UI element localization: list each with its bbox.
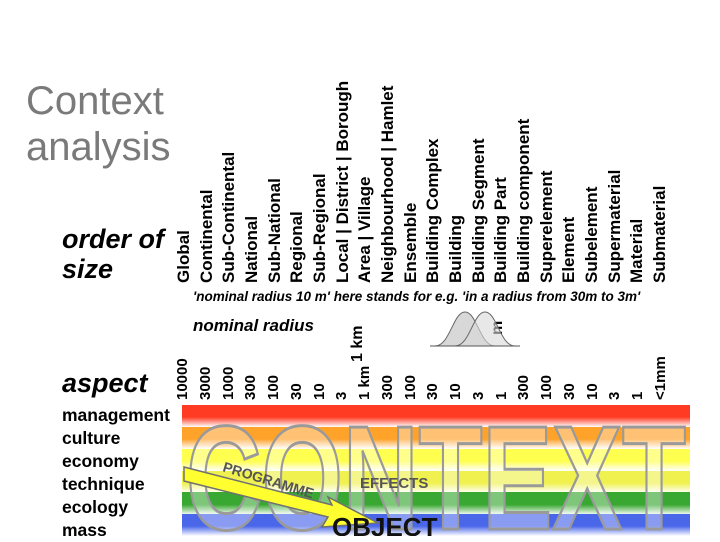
radius-value: 10	[447, 383, 465, 400]
scale-label: Local | District | Borough	[332, 80, 352, 283]
aspect-bands: CONTEXT PROGRAMME EFFECTS OBJECT	[182, 405, 690, 536]
scale-label: Neighbourhood | Hamlet	[378, 85, 397, 283]
aspect-band	[182, 448, 690, 471]
distribution-curves	[430, 311, 520, 347]
radius-value: 3000	[196, 366, 214, 400]
order-of-size-heading: order of size	[62, 224, 164, 284]
title-line-1: Context	[26, 79, 164, 123]
scale-label: Area | Village	[355, 176, 375, 284]
scale-label: Building	[446, 215, 465, 283]
scale-label: Ensemble	[400, 202, 420, 283]
slide-title: Context analysis	[26, 78, 171, 170]
scale-label: National	[242, 215, 261, 283]
radius-value: 100	[265, 374, 283, 400]
radius-value: 10000	[174, 358, 191, 400]
aspect-item: ecology	[62, 497, 129, 517]
radius-value: 300	[378, 374, 396, 400]
radius-value: <1mm	[652, 356, 669, 400]
scale-label: Sub-Continental	[219, 151, 239, 283]
bell-curve-right	[454, 311, 516, 347]
radius-value: 3	[333, 391, 351, 400]
scale-label: Building Segment	[468, 138, 488, 284]
scale-label: Subelement	[582, 186, 601, 283]
nominal-radius-label: nominal radius	[193, 316, 314, 335]
aspect-item: management	[62, 405, 170, 425]
aspect-item: culture	[62, 428, 121, 448]
unit-km: 1 km	[349, 325, 366, 362]
title-line-2: analysis	[26, 125, 171, 169]
radius-value: 30	[560, 383, 578, 400]
scale-label: Building Complex	[423, 138, 443, 284]
radius-value: 3	[469, 391, 487, 400]
aspect-item: mass	[62, 520, 107, 540]
scale-label: Sub-Regional	[310, 173, 329, 283]
aspect-heading: aspect	[62, 368, 148, 398]
aspect-list: management culture economy technique eco…	[62, 404, 170, 542]
scale-label: Material	[627, 218, 647, 283]
radius-value: 1	[629, 391, 647, 400]
scale-label: Continental	[196, 189, 216, 284]
aspect-band	[182, 426, 690, 450]
programme-arrow	[183, 466, 381, 528]
aspect-item: economy	[62, 451, 139, 471]
radius-value: 30	[424, 383, 442, 400]
radius-value: 10	[310, 383, 328, 400]
aspect-band	[182, 470, 690, 493]
radius-value: 1	[492, 391, 510, 400]
radius-value: 300	[515, 374, 533, 400]
scale-label: Superelement	[536, 170, 556, 283]
radius-value: 30	[287, 383, 305, 400]
radius-value: 100	[401, 374, 419, 400]
context-overlay: CONTEXT PROGRAMME EFFECTS OBJECT	[183, 405, 688, 536]
effects-text: EFFECTS	[360, 475, 428, 492]
scale-label: Global	[174, 230, 193, 283]
scale-label: Building Part	[491, 177, 511, 283]
context-word: CONTEXT	[186, 405, 686, 536]
radius-value: 1000	[219, 366, 237, 400]
aspect-band	[182, 405, 690, 428]
radius-value: 10	[583, 383, 601, 400]
aspect-item: technique	[62, 474, 145, 494]
scale-label: Sub-National	[264, 178, 284, 283]
scale-label: Regional	[287, 211, 307, 283]
radius-value: 1 km	[356, 365, 374, 400]
aspect-band	[182, 514, 690, 536]
scale-label: Element	[559, 216, 579, 283]
scale-label: Supermaterial	[604, 169, 624, 283]
radius-note: 'nominal radius 10 m' here stands for e.…	[193, 289, 641, 304]
scale-label: Submaterial	[650, 185, 669, 283]
order-heading-line-1: order of	[62, 224, 165, 254]
order-heading-line-2: size	[62, 254, 114, 284]
radius-value: 100	[538, 374, 556, 400]
radius-value: 300	[242, 374, 260, 400]
scale-label: Building component	[514, 118, 533, 283]
radius-value: 3	[606, 391, 624, 400]
object-text: OBJECT	[332, 512, 438, 536]
